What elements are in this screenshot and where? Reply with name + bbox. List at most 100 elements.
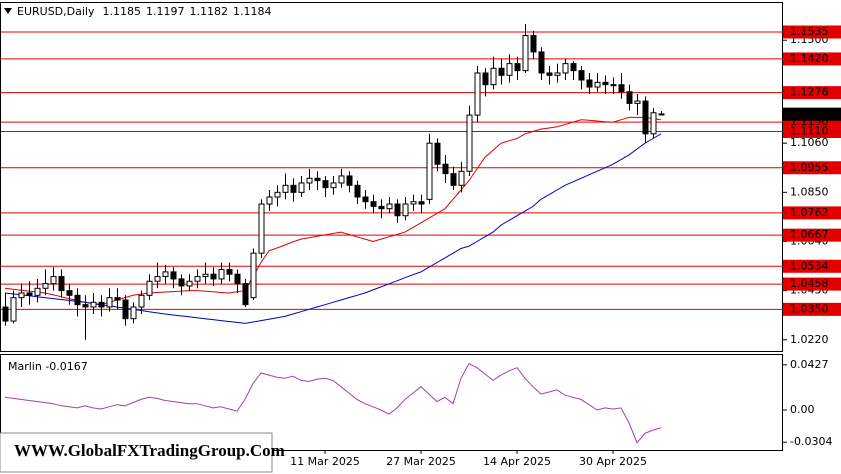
candle-body (562, 63, 569, 74)
main-panel-border (0, 2, 783, 352)
candle-body (162, 271, 169, 278)
candle-body (2, 306, 9, 322)
candle-body (58, 276, 65, 292)
level-label: 1.1535 (790, 25, 829, 38)
candle-body (178, 278, 185, 287)
candle-body (658, 113, 665, 116)
level-label: 1.0955 (790, 161, 829, 174)
candle-body (546, 72, 553, 76)
candle-body (530, 35, 537, 53)
level-label-box (783, 52, 841, 66)
x-tick-label: 27 Mar 2025 (386, 455, 456, 468)
candle-body (418, 201, 425, 205)
y-tick-label: 1.0850 (790, 185, 829, 198)
candle-body (330, 182, 337, 189)
y-tick-label: 1.0220 (790, 333, 829, 346)
level-label: 1.0762 (790, 206, 829, 219)
x-tick-label: 30 Apr 2025 (579, 455, 647, 468)
level-label: 1.1110 (790, 124, 829, 137)
candle-body (394, 203, 401, 217)
symbol: EURUSD,Daily (17, 5, 95, 18)
indicator-panel-border (0, 354, 783, 451)
candle-body (50, 276, 57, 285)
candle-body (410, 201, 417, 205)
candle-body (90, 301, 97, 308)
level-label: 1.1420 (790, 52, 829, 65)
candle-body (98, 301, 105, 308)
candle-body (306, 177, 313, 184)
candle-body (26, 292, 33, 296)
level-label: 1.0667 (790, 228, 829, 241)
candle-body (226, 269, 233, 275)
candle-body (354, 184, 361, 198)
level-label-box (783, 124, 841, 138)
high: 1.1197 (146, 5, 185, 18)
level-label-box (783, 228, 841, 242)
candle-body (522, 35, 529, 72)
candle-body (642, 100, 649, 135)
candle-body (538, 51, 545, 74)
candle-body (290, 184, 297, 193)
marks: 1.15001.12701.10601.08501.06401.04301.02… (1, 23, 841, 468)
candle-body (498, 67, 505, 76)
level-label-box (783, 206, 841, 220)
candle-body (10, 297, 17, 322)
candle-body (434, 142, 441, 165)
candle-body (154, 276, 161, 282)
candle-body (338, 175, 345, 184)
x-tick-label: 14 Apr 2025 (483, 455, 551, 468)
candle-body (370, 201, 377, 207)
level-label: 1.0534 (790, 259, 829, 272)
moving-average (4, 133, 662, 324)
candle-body (426, 142, 433, 200)
current-price-box (783, 107, 841, 121)
candle-body (314, 177, 321, 182)
candle-body (514, 63, 521, 72)
menu-triangle[interactable] (4, 8, 12, 14)
candle-body (186, 280, 193, 287)
candle-body (610, 84, 617, 87)
indicator-label: Marlin -0.0167 (8, 360, 88, 373)
indicator-tick-label: -0.0304 (790, 435, 832, 448)
candle-body (482, 72, 489, 86)
candle-body (578, 70, 585, 81)
level-label-box (783, 25, 841, 39)
indicator-tick-label: 0.00 (790, 403, 815, 416)
candle-body (346, 175, 353, 186)
level-label: 1.1276 (790, 86, 829, 99)
candle-body (146, 280, 153, 296)
watermark-box (0, 432, 273, 473)
level-label-box (783, 86, 841, 100)
candle-body (106, 297, 113, 308)
candle-body (634, 100, 641, 104)
candle-body (282, 184, 289, 193)
candle-body (378, 205, 385, 210)
moving-average (4, 116, 662, 306)
candle-body (66, 290, 73, 296)
candle-body (490, 67, 497, 86)
candle-body (402, 203, 409, 217)
candle-body (466, 114, 473, 172)
candle-body (194, 276, 201, 282)
candle-body (450, 173, 457, 186)
candle-body (242, 283, 249, 306)
watermark: WWW.GlobalFXTradingGroup.Com (14, 441, 285, 460)
candle-body (202, 273, 209, 278)
candle-body (506, 63, 513, 76)
candle-body (114, 297, 121, 301)
candle-body (250, 252, 257, 299)
current-price-label: 1.1184 (790, 107, 829, 120)
candle-body (602, 81, 609, 86)
candle-body (474, 72, 481, 116)
candle-body (218, 269, 225, 280)
candle-body (618, 84, 625, 93)
indicator-line (4, 362, 662, 444)
candle-body (362, 196, 369, 203)
level-label-box (783, 259, 841, 273)
x-tick-label: 11 Mar 2025 (290, 455, 360, 468)
candle-body (170, 271, 177, 280)
candle-body (458, 170, 465, 186)
indicator-tick-label: 0.0427 (790, 358, 829, 371)
candle-body (626, 91, 633, 104)
